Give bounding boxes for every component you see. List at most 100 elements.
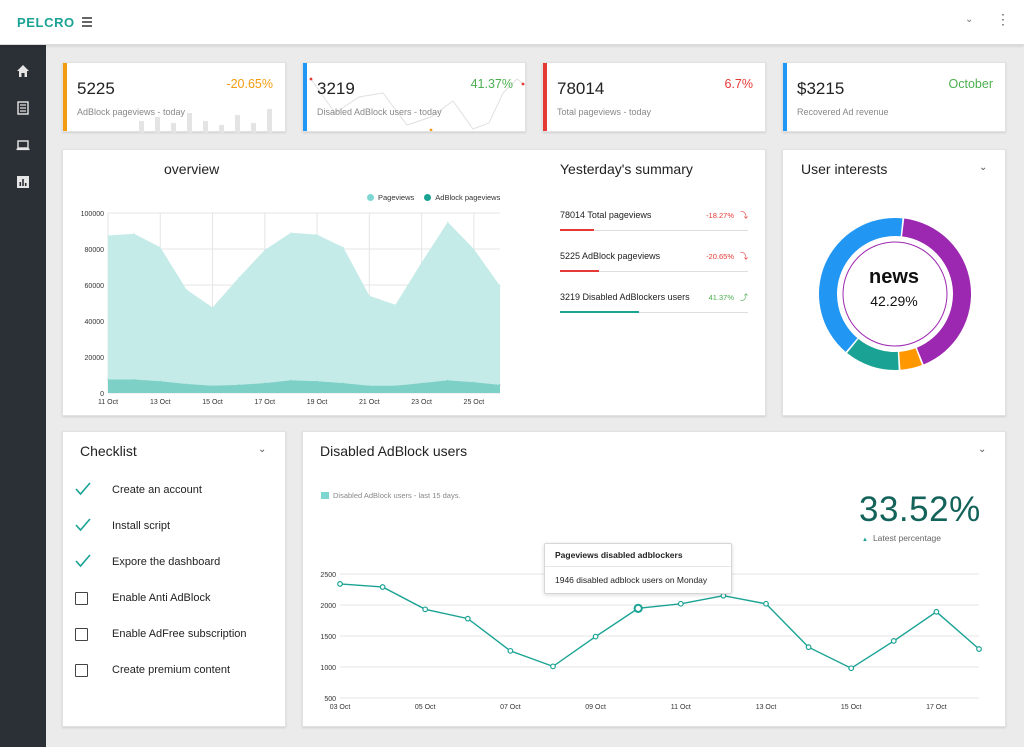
data-point: [211, 385, 214, 387]
summary-progress-fill: [560, 311, 639, 313]
donut-slice: [902, 218, 972, 365]
stat-delta: 6.7%: [724, 77, 754, 91]
home-icon[interactable]: [16, 64, 30, 78]
latest-percentage-value: 33.52%: [859, 490, 981, 529]
stat-card-recovered-revenue: $3215 October Recovered Ad revenue: [782, 62, 1006, 132]
checkbox[interactable]: [75, 628, 88, 641]
stat-accent-bar: [63, 63, 67, 131]
donut-slice: [847, 339, 899, 370]
data-point: [976, 646, 982, 652]
brand-logo[interactable]: PELCRO: [17, 15, 75, 30]
data-point: [933, 608, 940, 615]
checklist-item-explore-dashboard[interactable]: Expore the dashboard: [75, 554, 275, 574]
data-point: [185, 383, 187, 385]
area-series: [108, 379, 500, 393]
stat-label: AdBlock pageviews - today: [77, 107, 186, 117]
data-point: [507, 647, 514, 654]
checklist-item-enable-adfree[interactable]: Enable AdFree subscription: [75, 626, 275, 646]
chevron-down-icon[interactable]: ⌄: [965, 14, 974, 25]
data-point: [316, 234, 318, 236]
data-point: [447, 379, 449, 381]
data-point: [368, 385, 370, 387]
data-point: [473, 248, 475, 250]
data-point: [422, 606, 429, 613]
highlighted-data-point: [633, 603, 643, 613]
data-point: [720, 592, 727, 599]
data-point: [394, 304, 397, 306]
bar-chart-icon[interactable]: [16, 175, 30, 189]
stat-card-adblock-pageviews: 5225 -20.65% AdBlock pageviews - today: [62, 62, 286, 133]
checkmark-icon: [75, 518, 91, 532]
top-bar: PELCRO ⌄ ⋮: [0, 0, 1024, 45]
x-tick-label: 19 Oct: [307, 399, 328, 406]
data-point: [264, 382, 266, 384]
trend-down-icon: ⤵: [740, 252, 748, 261]
summary-progress-track: [560, 312, 748, 313]
overview-area-chart: 0 20000 40000 60000 80000 100000 11 Oct 13 Oct 1…: [81, 211, 501, 406]
checkbox[interactable]: [75, 592, 88, 605]
summary-progress-fill: [560, 270, 599, 272]
y-tick-label: 0: [100, 391, 104, 398]
checklist-item-create-premium[interactable]: Create premium content: [75, 662, 275, 682]
chevron-down-icon[interactable]: ⌄: [979, 162, 988, 173]
data-point: [238, 277, 240, 279]
donut-inner-ring: [842, 241, 948, 347]
x-tick-label: 07 Oct: [500, 704, 521, 711]
y-tick-label: 40000: [85, 319, 105, 326]
checklist-item-create-account[interactable]: Create an account: [75, 482, 275, 502]
summary-progress-track: [560, 271, 748, 272]
data-point: [473, 381, 475, 383]
data-point: [342, 382, 344, 384]
menu-icon[interactable]: [82, 17, 92, 27]
stat-delta: 41.37%: [470, 77, 513, 91]
y-tick-label: 2500: [320, 572, 336, 579]
summary-row-delta: -20.65%: [706, 252, 734, 261]
stat-delta: -20.65%: [226, 77, 273, 91]
stat-accent-bar: [783, 63, 787, 131]
checkmark-icon: [75, 482, 91, 496]
data-point: [107, 378, 109, 381]
y-tick-label: 2000: [320, 603, 336, 610]
checkbox[interactable]: [75, 664, 88, 677]
data-point: [368, 295, 370, 297]
checklist-item-install-script[interactable]: Install script: [75, 518, 275, 538]
legend-adblock-swatch: [424, 194, 432, 201]
chevron-down-icon[interactable]: ⌄: [258, 444, 267, 455]
legend-adblock-label: AdBlock pageviews: [435, 193, 501, 202]
summary-row-adblock-pageviews: 5225 AdBlock pageviews -20.65% ⤵: [560, 251, 748, 281]
data-point: [379, 584, 386, 590]
x-tick-label: 11 Oct: [671, 704, 691, 711]
disabled-line-chart: 500 1000 1500 2000 2500 03 Oct 05 Oct 07 Oct 09 …: [320, 572, 982, 711]
y-tick-label: 1500: [320, 634, 336, 641]
summary-row-disabled-adblockers: 3219 Disabled AdBlockers users 41.37% ⤴: [560, 292, 748, 322]
data-point: [447, 221, 449, 223]
checklist-item-label: Enable AdFree subscription: [112, 628, 247, 640]
checklist-item-enable-anti-adblock[interactable]: Enable Anti AdBlock: [75, 590, 275, 610]
data-point: [421, 382, 423, 384]
x-tick-label: 11 Oct: [98, 399, 118, 406]
x-tick-label: 17 Oct: [926, 704, 947, 711]
summary-row-delta: -18.27%: [706, 211, 734, 220]
stat-value: 3219: [317, 79, 355, 98]
area-series: [108, 222, 500, 393]
triangle-up-icon: ▲: [862, 537, 868, 543]
interests-donut-chart: [818, 217, 972, 370]
data-point: [890, 638, 897, 644]
disabled-adblock-card: Disabled AdBlock users ⌄ Disabled AdBloc…: [302, 431, 1006, 727]
checklist-item-label: Expore the dashboard: [112, 556, 221, 568]
laptop-icon[interactable]: [16, 138, 30, 152]
more-options-icon[interactable]: ⋮: [996, 11, 1010, 27]
overview-card: overview Pageviews AdBlock pageviews 0 20…: [62, 149, 766, 416]
line-series: [339, 583, 980, 670]
x-tick-label: 21 Oct: [359, 399, 380, 406]
chart-tooltip: Pageviews disabled adblockers 1946 disab…: [544, 543, 732, 594]
document-icon[interactable]: [16, 101, 30, 115]
chevron-down-icon[interactable]: ⌄: [978, 444, 987, 455]
data-point: [421, 261, 423, 264]
summary-row-text: 3219 Disabled AdBlockers users: [560, 292, 690, 302]
y-tick-label: 500: [324, 696, 336, 703]
stat-card-total-pageviews: 78014 6.7% Total pageviews - today: [542, 62, 766, 132]
y-tick-label: 20000: [85, 355, 105, 362]
data-point: [238, 384, 240, 386]
summary-row-total-pageviews: 78014 Total pageviews -18.27% ⤵: [560, 210, 748, 240]
